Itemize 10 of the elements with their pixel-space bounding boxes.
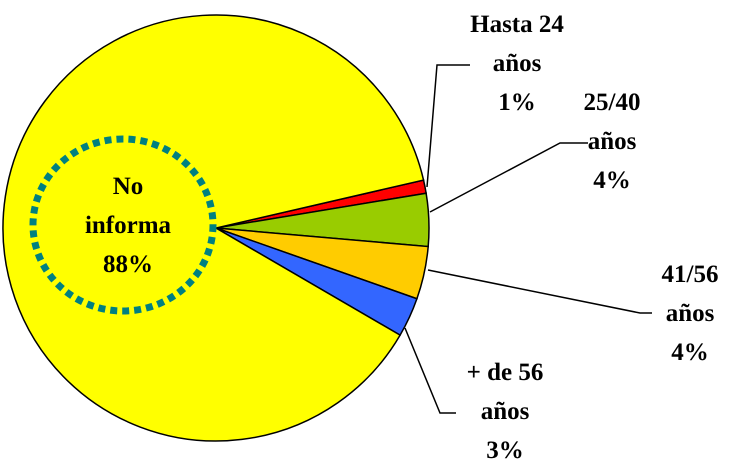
data-label: 4%	[671, 339, 709, 366]
data-label: 88%	[103, 251, 153, 278]
data-label: 4%	[593, 167, 631, 194]
slice-label: Hasta 24 años	[470, 11, 564, 77]
slice-label: 25/40 años	[584, 89, 640, 155]
data-label: 3%	[486, 437, 524, 462]
slice-label: 41/56 años	[662, 261, 718, 327]
slice-label: + de 56 años	[466, 359, 544, 425]
data-label: 1%	[498, 89, 536, 116]
slice-label: No informa	[84, 173, 172, 239]
